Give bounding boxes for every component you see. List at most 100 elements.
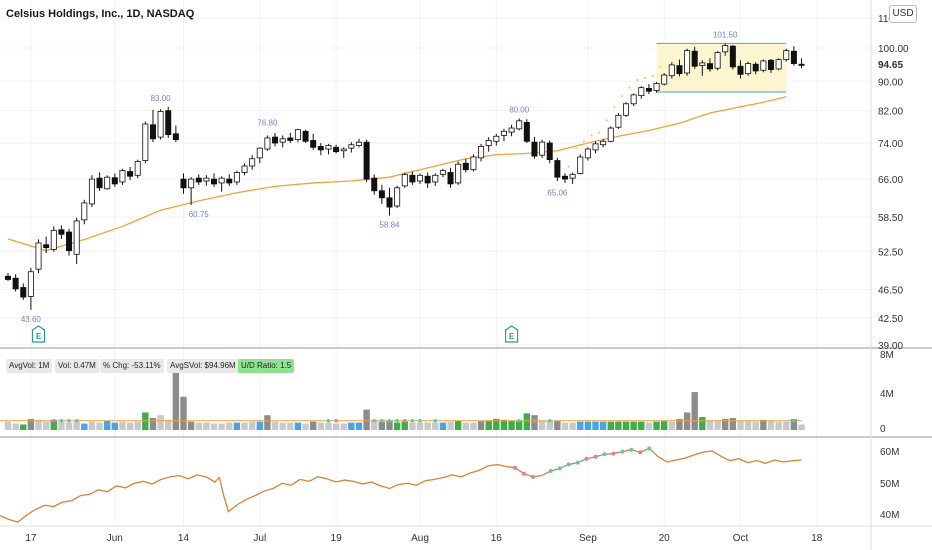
signal-dot xyxy=(628,86,631,89)
rs-axis-label: 40M xyxy=(880,510,899,521)
candle-up xyxy=(630,94,637,105)
candle-down xyxy=(447,172,454,185)
price-axis-label: 100.00 xyxy=(878,44,909,55)
volume-bar xyxy=(81,423,88,430)
volume-bar xyxy=(180,396,187,430)
candle-up xyxy=(401,173,408,187)
candle-down xyxy=(546,142,553,161)
signal-dot xyxy=(643,76,647,80)
volume-bar xyxy=(203,422,210,430)
time-axis-label: Oct xyxy=(733,533,749,544)
volume-bar xyxy=(226,422,233,430)
price-axis-label: 90.00 xyxy=(878,77,903,88)
volume-bar xyxy=(302,423,309,430)
time-axis[interactable]: 17 Jun 14 Jul 19 Aug 16 Sep 20 Oct 18 xyxy=(25,533,822,544)
volume-bar xyxy=(187,421,195,430)
volume-bar xyxy=(210,423,218,430)
volume-bar xyxy=(752,421,759,430)
volume-bar xyxy=(531,415,538,430)
candle-up xyxy=(432,174,439,183)
candle-down xyxy=(386,197,393,208)
volume-bar xyxy=(393,422,401,430)
volume-signal-dot xyxy=(387,418,392,423)
candle-up xyxy=(470,156,477,171)
time-axis-label: Jul xyxy=(253,533,266,544)
volume-bar xyxy=(348,422,355,430)
rs-signal-dot xyxy=(629,447,634,452)
volume-bar xyxy=(378,421,386,430)
volume-bar xyxy=(73,421,80,430)
volume-bar xyxy=(287,422,294,430)
candle-up xyxy=(256,147,263,159)
price-annotation: 83.00 xyxy=(151,94,172,103)
candle-up xyxy=(119,170,126,183)
candle-up xyxy=(569,173,576,179)
signal-dot xyxy=(613,105,616,109)
candle-up xyxy=(142,123,149,161)
volume-bar xyxy=(310,421,317,430)
candle-up xyxy=(760,60,767,71)
earnings-label: E xyxy=(509,332,515,341)
moving-average-line xyxy=(7,96,787,252)
volume-bar xyxy=(409,422,416,430)
rs-signal-dot xyxy=(611,451,616,456)
candle-up xyxy=(157,111,164,138)
price-annotation: 60.75 xyxy=(189,210,210,219)
volume-bar xyxy=(523,413,531,430)
time-axis-label: 17 xyxy=(25,533,37,544)
volume-bar xyxy=(607,421,614,430)
candle-down xyxy=(706,63,713,70)
volume-bar xyxy=(4,421,12,430)
price-annotation: 76.80 xyxy=(257,118,278,127)
earnings-shape xyxy=(31,325,46,343)
candle-up xyxy=(188,178,195,189)
candle-down xyxy=(272,136,279,144)
candle-down xyxy=(12,277,19,290)
volume-bar xyxy=(416,422,424,430)
candle-down xyxy=(768,59,775,70)
volume-bar xyxy=(760,419,767,430)
candle-down xyxy=(287,137,294,141)
volume-bar xyxy=(615,421,622,430)
signal-dot xyxy=(636,79,639,82)
rs-signal-dot xyxy=(548,469,553,474)
stat-badge: AvgSVol: $94.96M xyxy=(167,359,239,373)
time-axis-label: 14 xyxy=(178,533,190,544)
volume-bar xyxy=(569,422,576,430)
candle-up xyxy=(81,202,88,221)
candle-up xyxy=(493,135,500,142)
signal-dot xyxy=(605,119,608,122)
time-axis-label: Sep xyxy=(579,533,597,544)
time-axis-label: 18 xyxy=(811,533,823,544)
volume-bar xyxy=(218,423,225,430)
candle-down xyxy=(317,146,324,151)
candle-up xyxy=(478,146,485,159)
candle-up xyxy=(584,148,591,159)
candle-up xyxy=(218,177,225,184)
candle-up xyxy=(279,138,286,143)
volume-bar xyxy=(584,421,592,430)
candle-down xyxy=(790,50,797,64)
volume-bar xyxy=(12,423,19,430)
last-price-label: 94.65 xyxy=(878,60,903,71)
rs-signal-dot xyxy=(602,452,607,457)
rs-signal-dot xyxy=(647,446,652,451)
base-band xyxy=(656,42,787,93)
rs-signal-dot xyxy=(566,462,571,467)
candle-down xyxy=(531,141,538,157)
time-axis-label: 19 xyxy=(331,533,343,544)
currency-button[interactable]: USD xyxy=(889,5,917,23)
volume-bar xyxy=(668,421,676,430)
volume-bar xyxy=(157,415,164,430)
candle-down xyxy=(302,130,309,142)
volume-bar xyxy=(462,422,469,430)
volume-bar xyxy=(58,421,65,430)
volume-bar xyxy=(111,422,119,430)
volume-bar xyxy=(332,423,340,430)
volume-bar xyxy=(371,419,378,430)
candle-up xyxy=(104,176,111,190)
price-axis[interactable]: 110.00100.0090.0082.0074.0066.0058.5052.… xyxy=(878,14,909,352)
volume-signal-dot xyxy=(380,418,384,423)
candle-down xyxy=(180,178,187,189)
candle-down xyxy=(729,45,736,68)
